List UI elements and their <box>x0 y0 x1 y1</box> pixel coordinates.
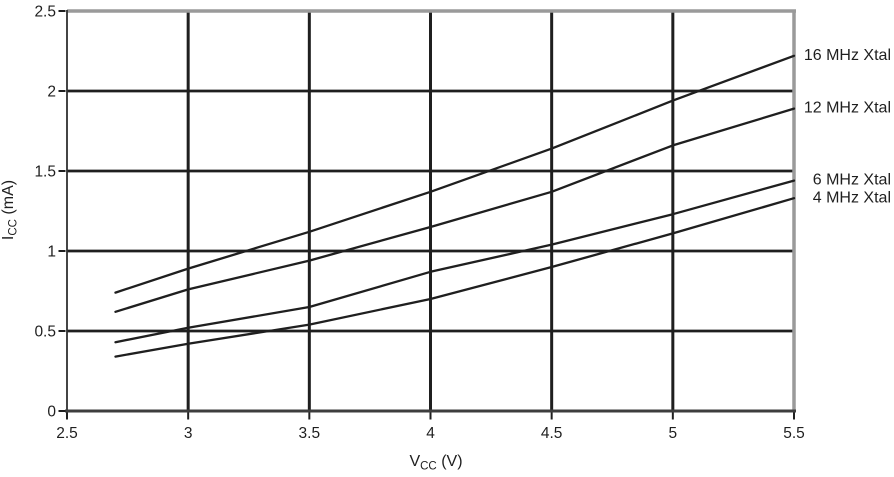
series-line-3 <box>114 197 796 358</box>
y-tick-label: 2 <box>47 84 56 101</box>
series-label-1: 12 MHz Xtal <box>804 100 891 117</box>
y-tick-label: 0 <box>47 404 56 421</box>
y-axis-title: ICC (mA) <box>0 180 20 240</box>
series-line-2 <box>114 179 796 344</box>
x-tick-label: 4 <box>426 425 435 442</box>
x-tick-label: 3 <box>184 425 193 442</box>
series-line-1 <box>114 107 796 313</box>
x-tick-label: 4.5 <box>541 425 563 442</box>
y-tick-label: 1 <box>47 244 56 261</box>
series-line-0 <box>114 54 796 294</box>
x-tick-label: 5 <box>669 425 678 442</box>
y-tick-label: 0.5 <box>34 324 56 341</box>
series-label-3: 4 MHz Xtal <box>813 189 891 206</box>
x-tick-label: 5.5 <box>783 425 805 442</box>
y-tick-label: 2.5 <box>34 4 56 21</box>
series-label-2: 6 MHz Xtal <box>813 172 891 189</box>
x-axis-title: VCC (V) <box>409 453 462 473</box>
series-label-0: 16 MHz Xtal <box>804 47 891 64</box>
x-tick-label: 3.5 <box>299 425 321 442</box>
x-tick-label: 2.5 <box>56 425 78 442</box>
y-tick-label: 1.5 <box>34 164 56 181</box>
